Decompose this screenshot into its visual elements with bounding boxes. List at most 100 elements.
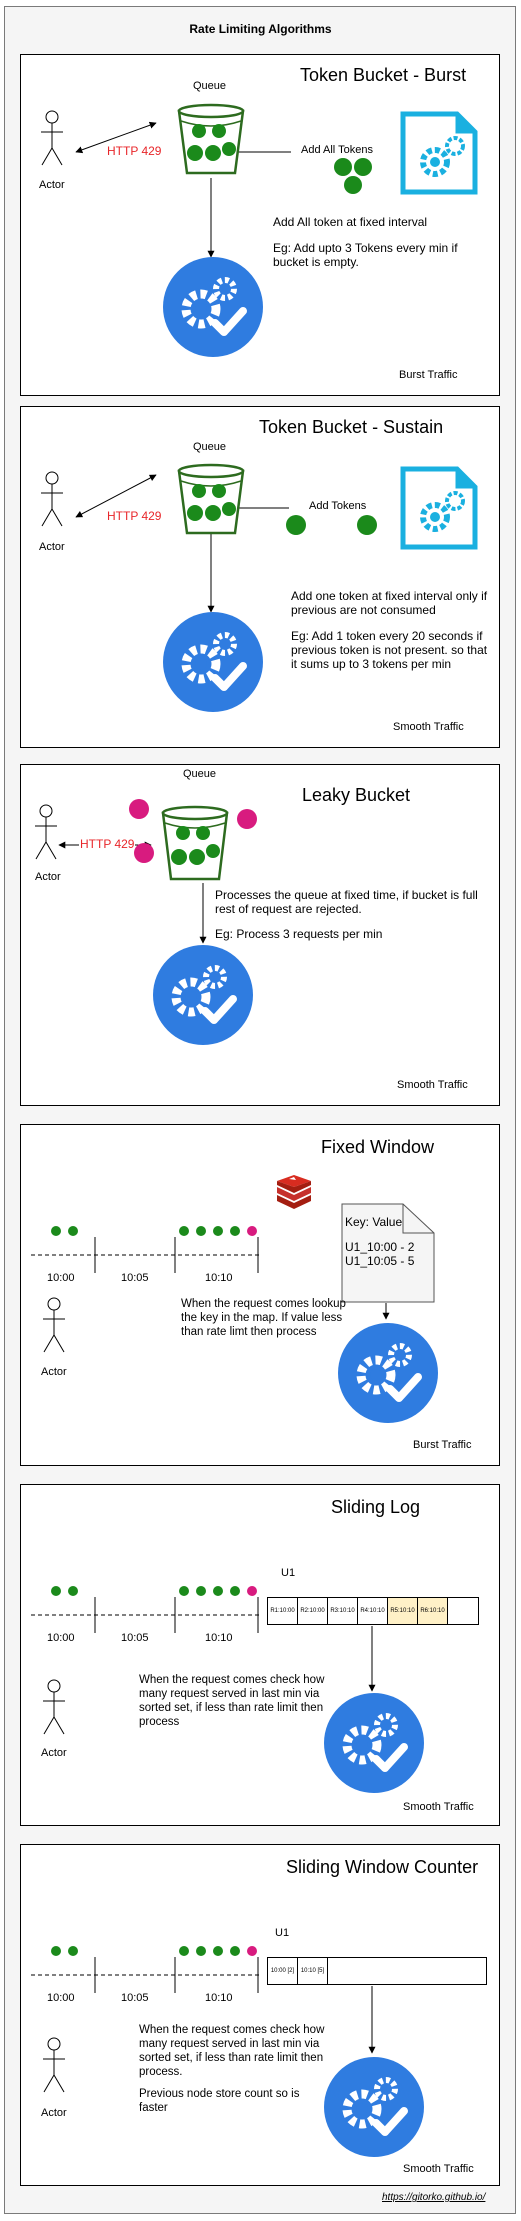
request-dot — [51, 1946, 61, 1956]
actor-bucket-link — [75, 121, 157, 154]
rejected-request-dot — [247, 1586, 257, 1596]
request-dot — [230, 1586, 240, 1596]
request-dot — [213, 1586, 223, 1596]
actor-icon — [41, 110, 63, 166]
log-entry-empty — [448, 1598, 479, 1624]
actor-label: Actor — [39, 179, 65, 191]
token-stream-icon — [286, 515, 377, 535]
time-label: 10:00 — [47, 1992, 75, 2004]
server-gears-icon — [324, 2057, 424, 2157]
actor-icon — [43, 1679, 65, 1735]
panel-title: Token Bucket - Sustain — [259, 417, 444, 437]
actor-label: Actor — [41, 1366, 67, 1378]
queue-label: Queue — [183, 768, 217, 780]
panel-example: Eg: Process 3 requests per min — [215, 927, 383, 941]
request-dot — [179, 1226, 189, 1236]
http-429-label: HTTP 429 — [106, 144, 163, 158]
panel-title: Sliding Window Counter — [286, 1857, 479, 1877]
add-tokens-label: Add Tokens — [309, 500, 367, 512]
panel-4-timeline — [31, 1226, 390, 1320]
note-title: Key: Value — [345, 1215, 403, 1229]
http-429-label: HTTP 429 — [79, 837, 136, 851]
request-dot — [179, 1946, 189, 1956]
request-dot — [51, 1586, 61, 1596]
actor-icon — [35, 804, 57, 860]
panel-description: When the request comes check how many re… — [139, 2024, 325, 2078]
bucket-with-overflow-icon — [129, 799, 257, 881]
request-dot — [196, 1226, 206, 1236]
panel-title: Sliding Log — [331, 1497, 421, 1517]
server-gears-icon — [163, 257, 263, 357]
request-dot — [196, 1586, 206, 1596]
panel-description-2: Previous node store count so is faster — [139, 2088, 300, 2114]
actor-label: Actor — [41, 2107, 67, 2119]
add-tokens-label: Add All Tokens — [301, 144, 373, 156]
log-entry-highlighted: R5:10:10 — [388, 1598, 418, 1624]
time-label: 10:00 — [47, 1632, 75, 1644]
time-label: 10:10 — [205, 1272, 233, 1284]
panel-6-timeline — [31, 1946, 376, 2054]
time-label: 10:10 — [205, 1992, 233, 2004]
time-label: 10:10 — [205, 1632, 233, 1644]
panel-sliding-log: Sliding Log 10:00 10:05 10:10 U1 R1:10:0… — [20, 1484, 500, 1826]
time-label: 10:05 — [121, 1632, 149, 1644]
counter-entry-empty — [328, 1958, 486, 1984]
footer-link[interactable]: https://gitorko.github.io/ — [382, 2192, 486, 2203]
sorted-set-log: R1:10:00 R2:10:00 R3:10:10 R4:10:10 R5:1… — [267, 1597, 479, 1625]
user-label: U1 — [281, 1567, 296, 1579]
actor-label: Actor — [35, 871, 61, 883]
server-gears-icon — [163, 612, 263, 712]
actor-bucket-link — [75, 474, 157, 518]
log-entry: R3:10:10 — [328, 1598, 358, 1624]
panel-leaky-bucket: Leaky Bucket Queue Actor HTTP 429 Proces… — [20, 764, 500, 1106]
request-dot — [213, 1946, 223, 1956]
note-line: U1_10:00 - 2 — [345, 1240, 415, 1254]
panel-title: Fixed Window — [321, 1137, 435, 1157]
log-entry: R2:10:00 — [298, 1598, 328, 1624]
log-entry: R4:10:10 — [358, 1598, 388, 1624]
request-dot — [196, 1946, 206, 1956]
traffic-label: Smooth Traffic — [397, 1079, 468, 1091]
time-label: 10:05 — [121, 1992, 149, 2004]
panel-description: When the request comes lookup the key in… — [181, 1298, 346, 1338]
panel-description: Processes the queue at fixed time, if bu… — [215, 888, 478, 916]
key-value-note-icon — [341, 1203, 435, 1303]
panel-5-timeline — [31, 1586, 376, 1692]
note-line: U1_10:05 - 5 — [345, 1254, 415, 1268]
bucket-icon — [177, 463, 245, 535]
request-dot — [68, 1946, 78, 1956]
http-429-label: HTTP 429 — [106, 509, 163, 523]
actor-label: Actor — [39, 541, 65, 553]
panel-fixed-window: Fixed Window 10:00 10:05 10:10 Key: Valu… — [20, 1124, 500, 1466]
request-dot — [68, 1586, 78, 1596]
panel-description: Add All token at fixed interval — [273, 215, 428, 229]
request-dot — [68, 1226, 78, 1236]
actor-icon — [43, 1297, 65, 1353]
bucket-icon — [177, 103, 245, 175]
log-entry-highlighted: R6:10:10 — [418, 1598, 448, 1624]
panel-title: Leaky Bucket — [302, 785, 411, 805]
traffic-label: Burst Traffic — [399, 369, 458, 381]
counter-entry: 10:10 [5] — [298, 1958, 328, 1984]
counter-entry: 10:00 [2] — [268, 1958, 298, 1984]
redis-icon — [277, 1175, 311, 1209]
diagram-title: Rate Limiting Algorithms — [189, 22, 332, 36]
time-label: 10:05 — [121, 1272, 149, 1284]
server-gears-icon — [153, 945, 253, 1045]
token-generator-doc-icon — [400, 111, 478, 195]
traffic-label: Smooth Traffic — [393, 721, 464, 733]
log-entry: R1:10:00 — [268, 1598, 298, 1624]
rejected-request-dot — [247, 1226, 257, 1236]
traffic-label: Smooth Traffic — [403, 1801, 474, 1813]
queue-label: Queue — [193, 80, 227, 92]
panel-example: Eg: Add upto 3 Tokens every min if bucke… — [273, 241, 458, 269]
token-cluster-icon — [334, 158, 372, 194]
server-gears-icon — [324, 1693, 424, 1793]
traffic-label: Burst Traffic — [413, 1439, 472, 1451]
panel-description: Add one token at fixed interval only if … — [291, 589, 488, 617]
time-label: 10:00 — [47, 1272, 75, 1284]
panel-title: Token Bucket - Burst — [300, 65, 467, 85]
window-counter-row: 10:00 [2] 10:10 [5] — [267, 1957, 487, 1985]
actor-icon — [41, 471, 63, 527]
actor-label: Actor — [41, 1747, 67, 1759]
